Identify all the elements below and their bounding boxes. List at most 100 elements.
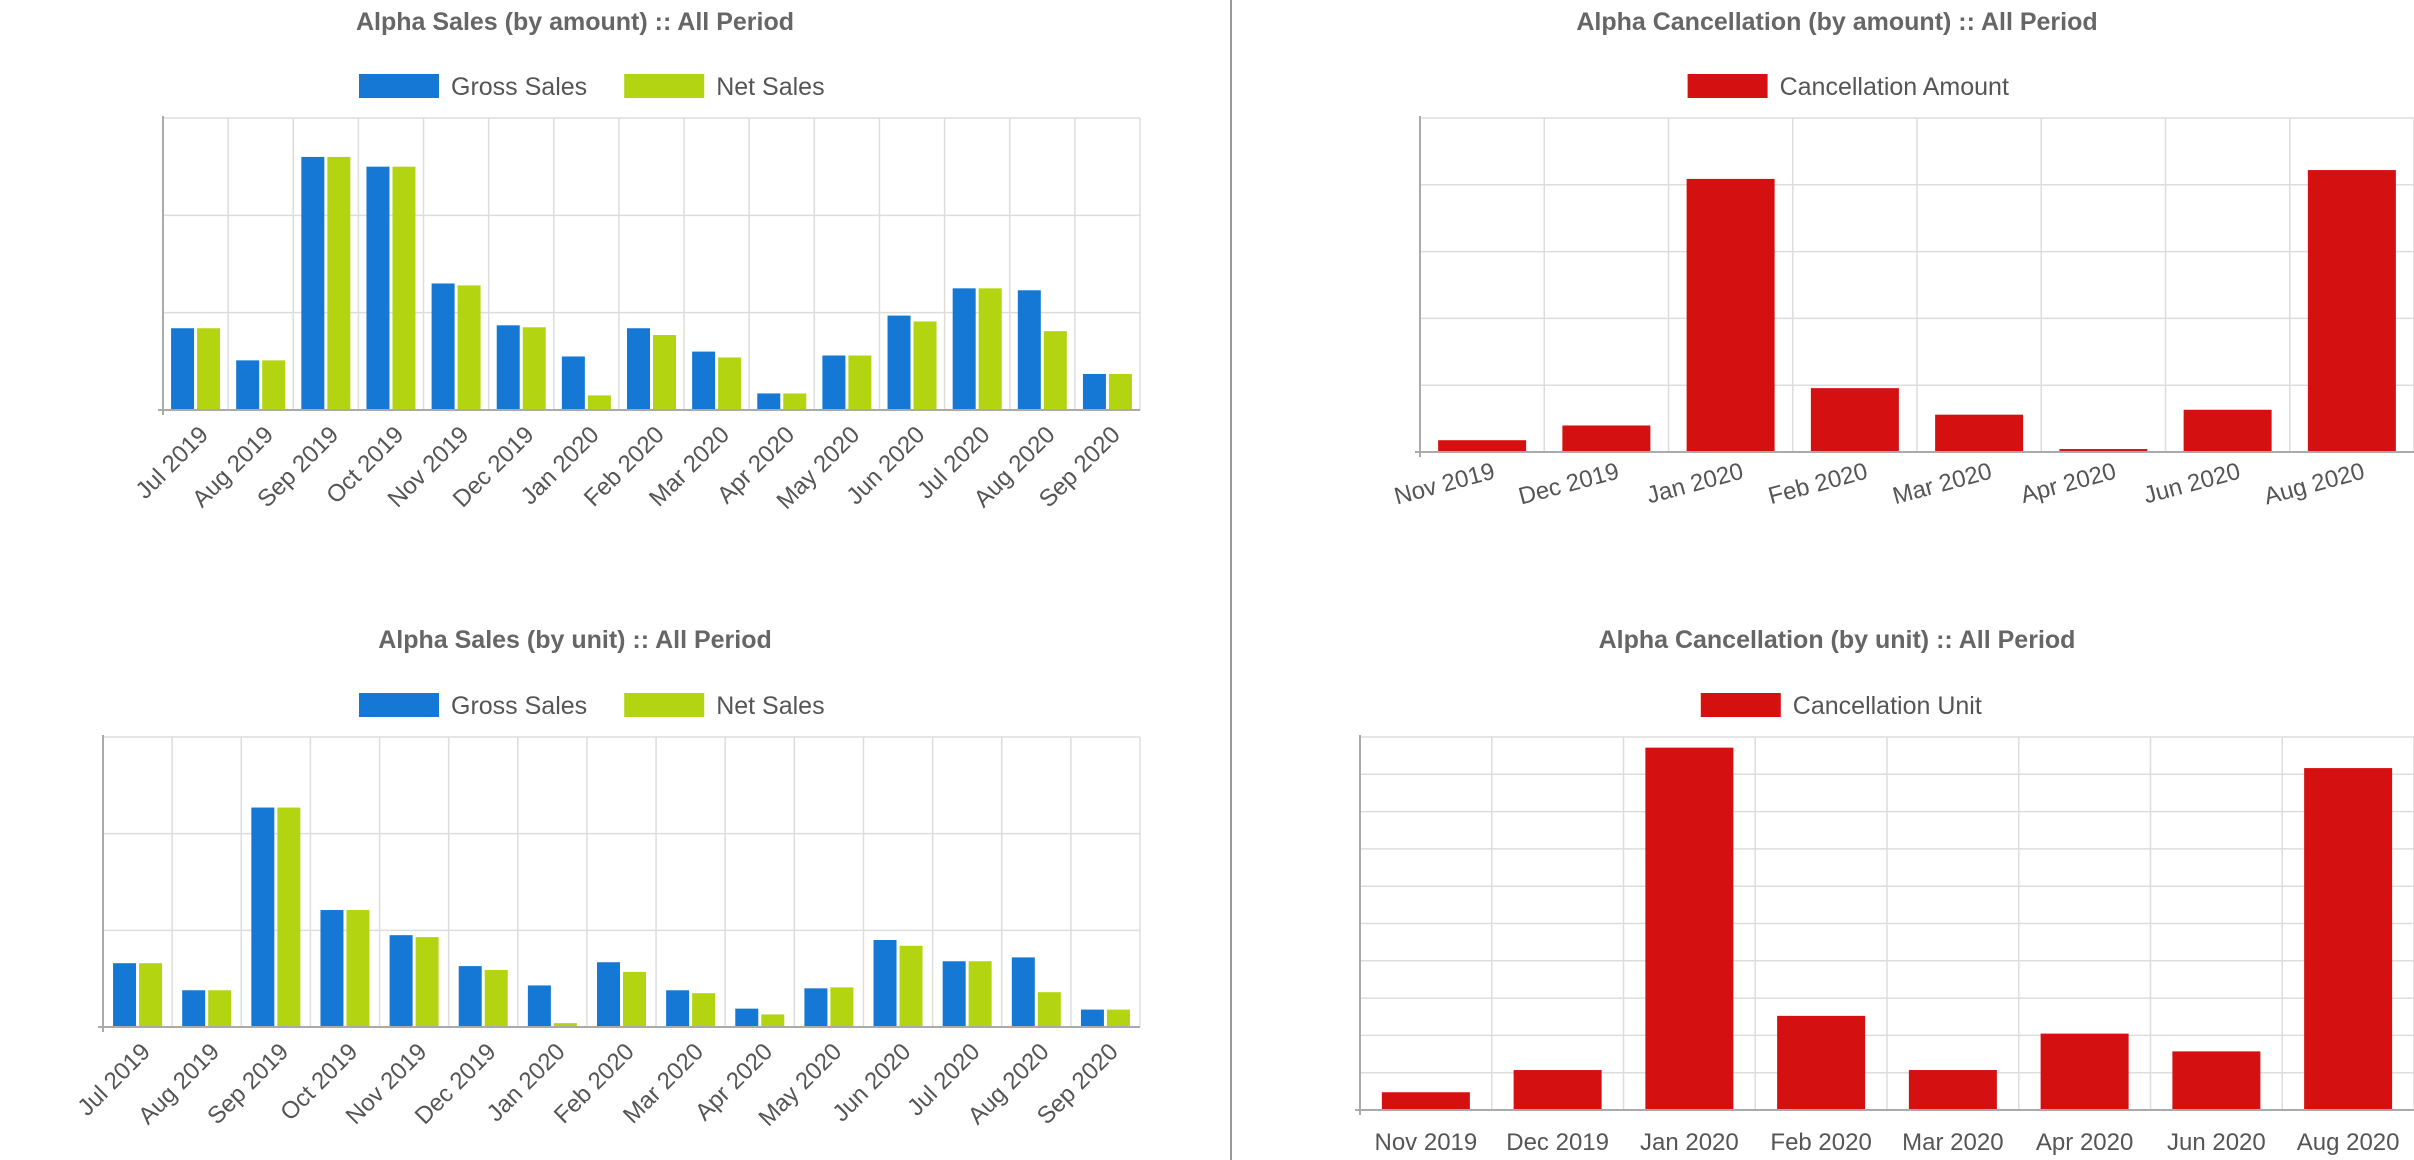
bar-gross-sales[interactable]: [171, 328, 195, 410]
bar-gross-sales[interactable]: [757, 393, 781, 410]
legend-swatch: [624, 693, 705, 717]
bar-net-sales[interactable]: [277, 807, 301, 1027]
bar-cancellation-amount[interactable]: [2307, 170, 2396, 453]
bar-gross-sales[interactable]: [458, 966, 482, 1027]
bar-cancellation-amount[interactable]: [1935, 414, 2024, 452]
chart-title: Alpha Cancellation (by unit) :: All Peri…: [1599, 626, 2076, 654]
legend-item[interactable]: Gross Sales: [359, 692, 587, 720]
bar-gross-sales[interactable]: [1011, 957, 1035, 1027]
bar-net-sales[interactable]: [718, 357, 742, 410]
x-tick-label: Nov 2019: [1375, 1129, 1478, 1156]
x-tick-label: Dec 2019: [1506, 1129, 1609, 1156]
bar-net-sales[interactable]: [553, 1023, 577, 1027]
bar-net-sales[interactable]: [761, 1014, 785, 1027]
bar-cancellation-unit[interactable]: [1381, 1092, 1470, 1110]
bar-gross-sales[interactable]: [301, 156, 325, 410]
bar-net-sales[interactable]: [1043, 331, 1067, 410]
bar-cancellation-unit[interactable]: [1513, 1070, 1602, 1110]
bar-gross-sales[interactable]: [952, 288, 976, 410]
bar-net-sales[interactable]: [415, 937, 439, 1027]
bar-net-sales[interactable]: [848, 355, 872, 410]
bar-gross-sales[interactable]: [527, 985, 551, 1027]
bar-gross-sales[interactable]: [1080, 1009, 1104, 1027]
bar-net-sales[interactable]: [208, 990, 232, 1027]
bar-gross-sales[interactable]: [366, 166, 390, 410]
bar-net-sales[interactable]: [968, 961, 992, 1027]
bar-net-sales[interactable]: [522, 327, 546, 410]
bar-net-sales[interactable]: [484, 969, 508, 1027]
legend: Cancellation Amount: [1687, 73, 2009, 101]
bar-gross-sales[interactable]: [873, 940, 897, 1027]
x-tick-label: Mar 2020: [1890, 458, 1995, 510]
bar-gross-sales[interactable]: [804, 988, 828, 1027]
bar-net-sales[interactable]: [899, 945, 923, 1027]
bar-net-sales[interactable]: [346, 910, 370, 1027]
bar-gross-sales[interactable]: [182, 990, 206, 1027]
bar-gross-sales[interactable]: [627, 328, 650, 410]
bar-net-sales[interactable]: [653, 335, 676, 410]
bar-net-sales[interactable]: [262, 360, 286, 410]
bar-net-sales[interactable]: [783, 393, 807, 410]
bar-net-sales[interactable]: [197, 328, 221, 410]
bar-gross-sales[interactable]: [320, 910, 344, 1027]
x-tick-label: Nov 2019: [1391, 458, 1497, 511]
bar-net-sales[interactable]: [1037, 992, 1061, 1027]
legend-item[interactable]: Net Sales: [624, 73, 825, 101]
legend-item[interactable]: Gross Sales: [359, 73, 587, 101]
bar-net-sales[interactable]: [392, 166, 416, 410]
bar-net-sales[interactable]: [139, 963, 163, 1027]
bar-net-sales[interactable]: [1108, 373, 1132, 410]
bar-gross-sales[interactable]: [597, 962, 620, 1027]
legend-label: Gross Sales: [451, 692, 587, 720]
chart-sales-unit-panel: Alpha Sales (by unit) :: All Period Gross…: [0, 615, 1150, 1160]
bar-gross-sales[interactable]: [1017, 290, 1041, 410]
bar-cancellation-unit[interactable]: [1908, 1070, 1997, 1110]
bar-cancellation-unit[interactable]: [1777, 1015, 1866, 1110]
bar-net-sales[interactable]: [692, 993, 716, 1027]
bar-gross-sales[interactable]: [431, 283, 455, 410]
legend: Cancellation Unit: [1700, 692, 1982, 720]
bar-net-sales[interactable]: [913, 321, 937, 410]
bar-cancellation-unit[interactable]: [2304, 768, 2393, 1110]
bar-gross-sales[interactable]: [496, 325, 520, 410]
bar-gross-sales[interactable]: [887, 315, 911, 410]
legend-item[interactable]: Cancellation Unit: [1700, 692, 1982, 720]
bar-gross-sales[interactable]: [251, 807, 275, 1027]
bar-net-sales[interactable]: [327, 156, 351, 410]
bar-net-sales[interactable]: [1106, 1009, 1130, 1027]
bar-cancellation-unit[interactable]: [2040, 1033, 2129, 1110]
bar-cancellation-amount[interactable]: [1438, 440, 1527, 452]
bar-net-sales[interactable]: [830, 987, 854, 1027]
sales-unit-chart: Alpha Sales (by unit) :: All PeriodGross…: [73, 626, 1141, 1132]
bar-cancellation-amount[interactable]: [1810, 388, 1899, 452]
x-tick-labels: Nov 2019 Dec 2019 Jan 2020 Feb 2020 Mar 2020…: [1375, 1129, 2400, 1156]
bar-gross-sales[interactable]: [666, 990, 690, 1027]
bar-gross-sales[interactable]: [113, 963, 137, 1027]
chart-cancel-amount-panel: Alpha Cancellation (by amount) :: All Pe…: [1260, 0, 2414, 560]
bar-gross-sales[interactable]: [692, 351, 716, 410]
legend-swatch: [1687, 74, 1768, 98]
bar-gross-sales[interactable]: [389, 935, 413, 1027]
legend-item[interactable]: Cancellation Amount: [1687, 73, 2009, 101]
bar-cancellation-amount[interactable]: [1562, 425, 1651, 452]
bar-gross-sales[interactable]: [942, 961, 966, 1027]
bar-gross-sales[interactable]: [1082, 373, 1106, 410]
bar-gross-sales[interactable]: [735, 1008, 759, 1027]
bar-net-sales[interactable]: [457, 285, 481, 410]
legend-swatch: [624, 74, 705, 98]
bar-cancellation-unit[interactable]: [2172, 1051, 2261, 1110]
legend-item[interactable]: Net Sales: [624, 692, 825, 720]
bar-gross-sales[interactable]: [236, 360, 260, 410]
bar-gross-sales[interactable]: [561, 356, 585, 410]
bar-cancellation-amount[interactable]: [1686, 178, 1775, 452]
bar-cancellation-unit[interactable]: [1645, 747, 1734, 1110]
bar-net-sales[interactable]: [978, 288, 1002, 410]
bar-cancellation-amount[interactable]: [2183, 409, 2272, 452]
bar-gross-sales[interactable]: [822, 355, 846, 410]
bar-cancellation-amount[interactable]: [2059, 449, 2148, 452]
x-tick-labels: Nov 2019 Dec 2019 Jan 2020 Feb 2020 Mar 2020…: [1391, 458, 2367, 511]
bar-net-sales[interactable]: [587, 395, 611, 410]
bar-net-sales[interactable]: [623, 971, 646, 1027]
x-tick-label: Aug 2020: [2297, 1129, 2400, 1156]
